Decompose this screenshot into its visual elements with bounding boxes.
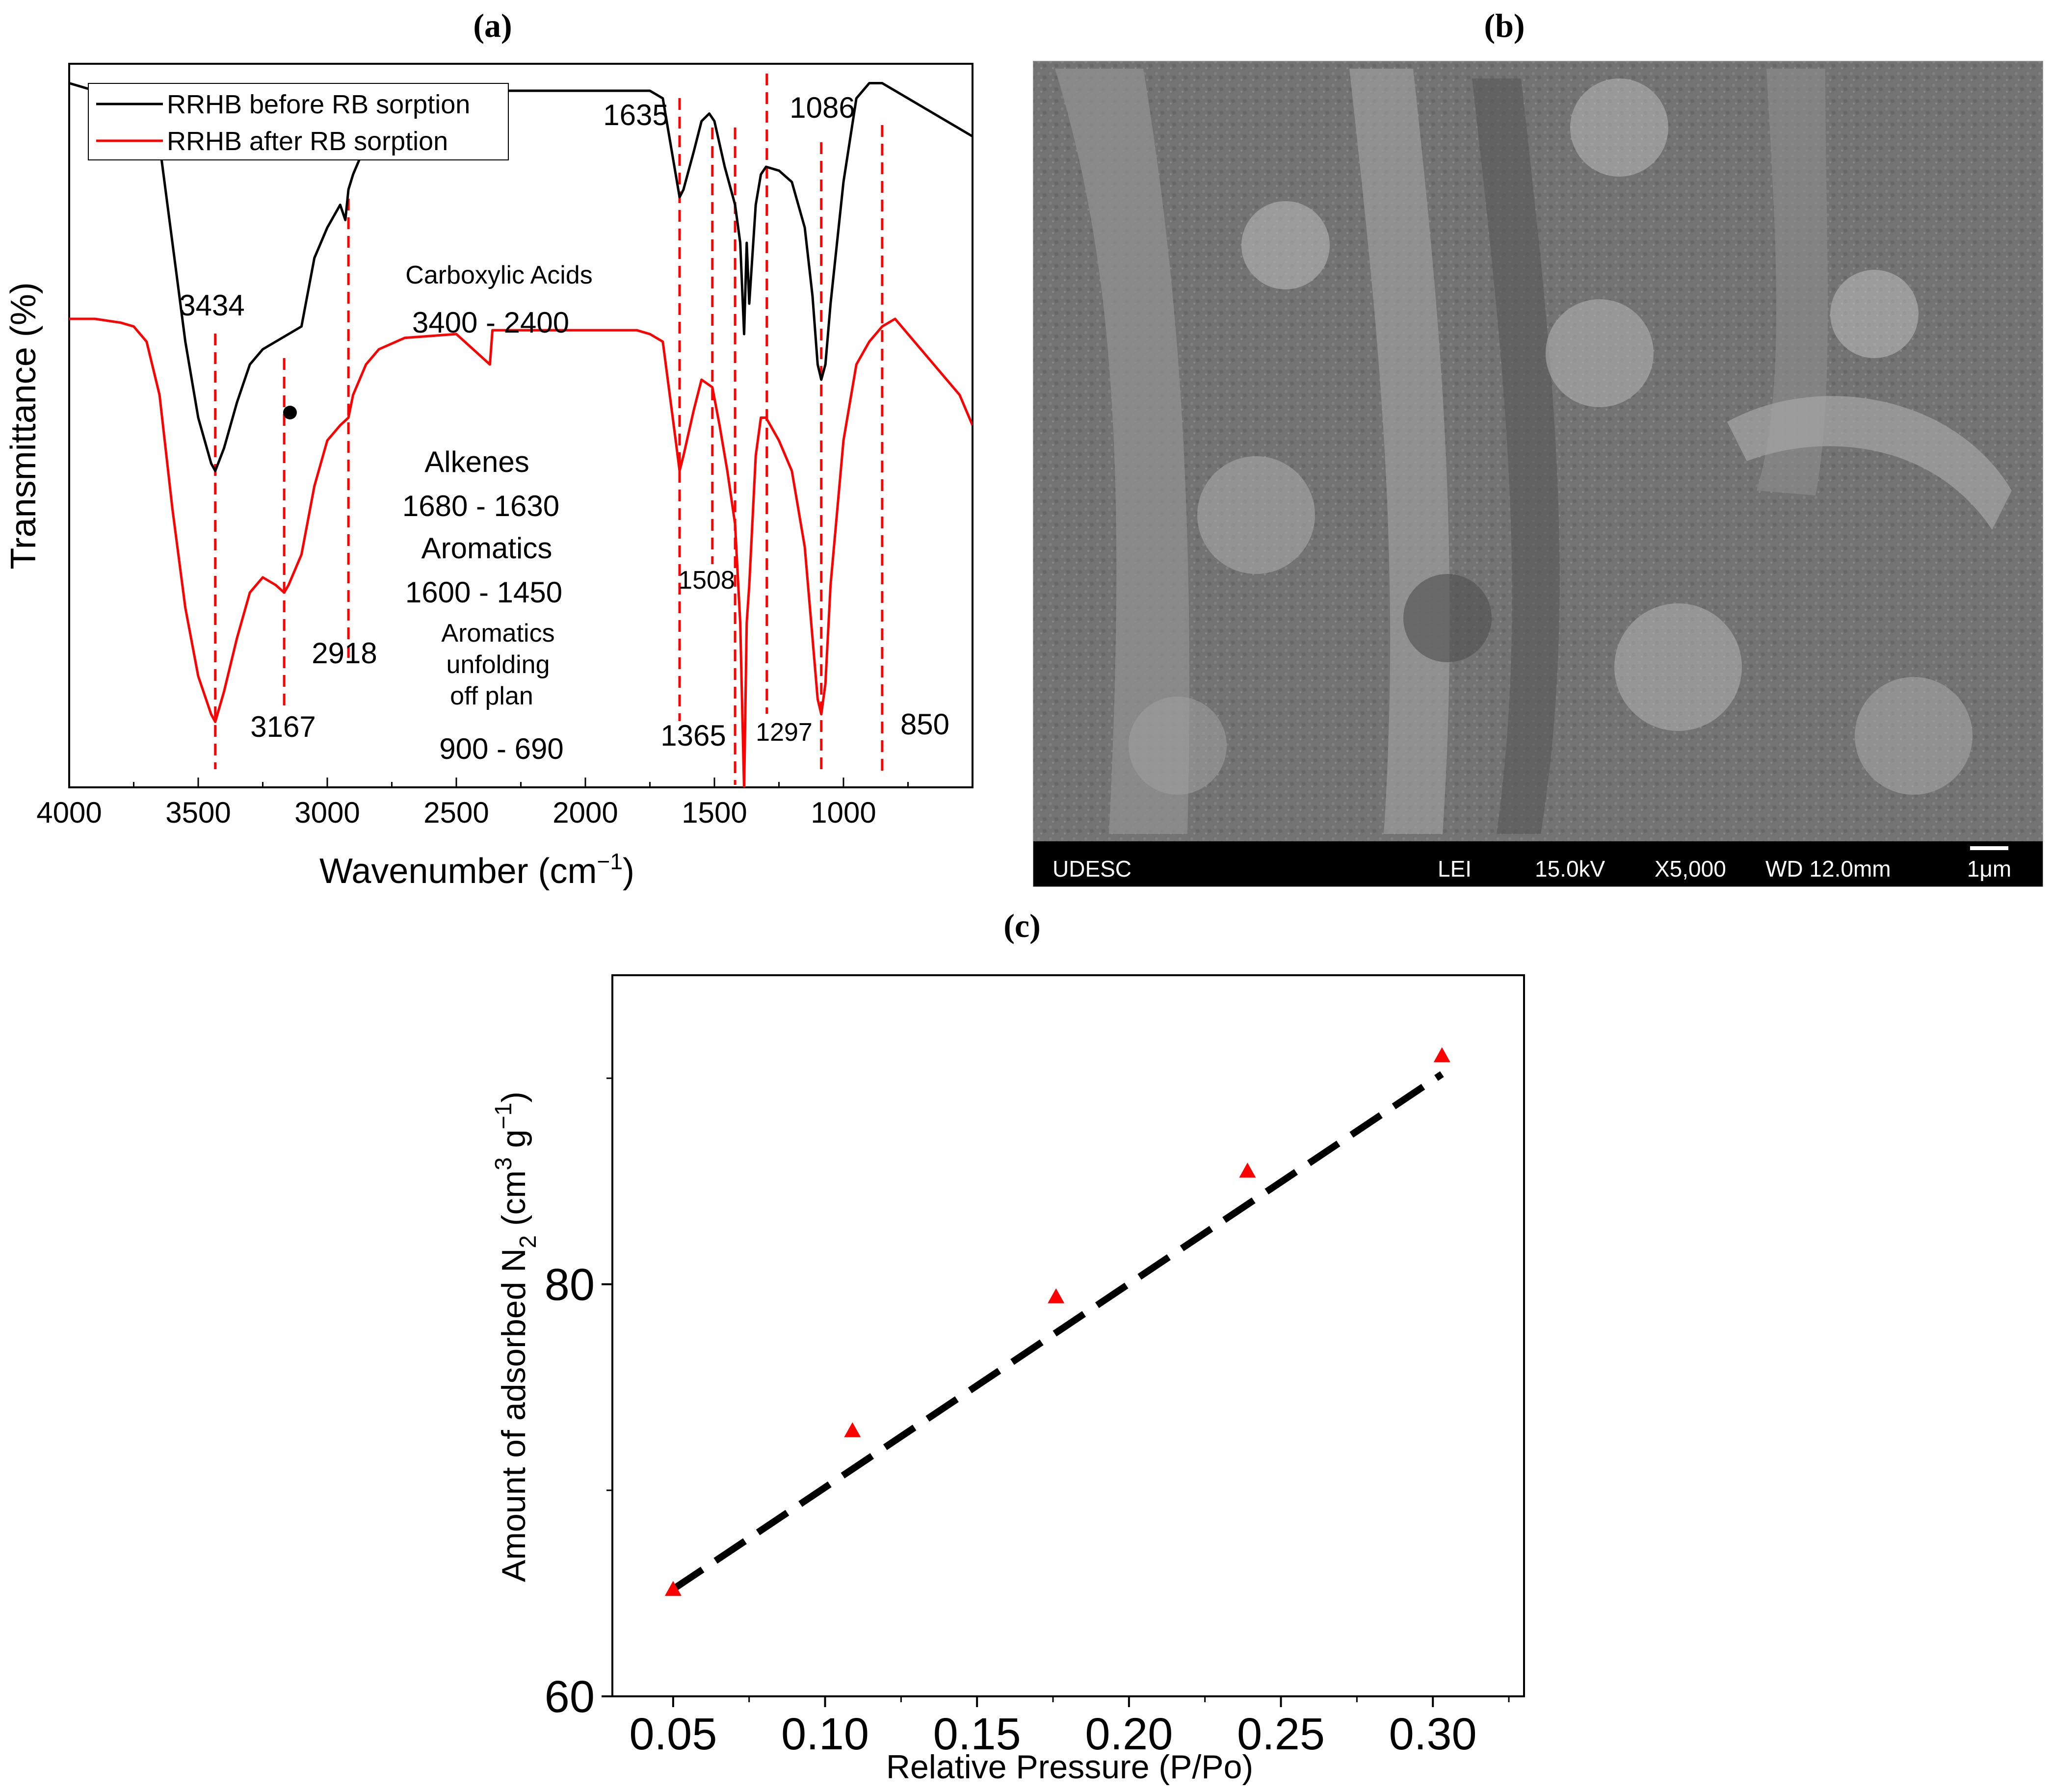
chart-a-x-tick-label: 4000 <box>36 796 102 829</box>
chart-c-x-axis-label: Relative Pressure (P/Po) <box>886 1748 1253 1786</box>
data-point <box>844 1422 861 1437</box>
y-label-unit: (cm <box>495 1170 532 1235</box>
chart-c-frame <box>611 974 1525 1697</box>
peak-label-850: 850 <box>900 708 949 741</box>
legend-label-after: RRHB after RB sorption <box>167 127 448 156</box>
chart-c-x-tick-label: 0.20 <box>1085 1709 1173 1759</box>
chart-c-x-tick-label: 0.05 <box>629 1709 717 1759</box>
legend-box <box>88 83 509 160</box>
chart-a-y-axis-label: Transmittance (%) <box>4 282 43 569</box>
sem-scale-label: 1μm <box>1967 856 2011 882</box>
annotation-aromatics-range: 1600 - 1450 <box>405 576 562 609</box>
sem-mode: LEI <box>1438 856 1472 882</box>
y-label-end: ) <box>495 1091 532 1103</box>
chart-a-x-tick-label: 3000 <box>294 796 360 829</box>
y-label-sub: 2 <box>515 1235 541 1248</box>
annotation-alkenes-range: 1680 - 1630 <box>402 490 559 522</box>
chart-c-ticks: 0.05 0.10 0.15 0.20 0.25 0.30 60 80 <box>545 1077 1510 1759</box>
chart-a-x-axis-label: Wavenumber (cm−1) <box>319 849 634 891</box>
sem-scale-bar <box>1970 846 2008 850</box>
x-label-main: Wavenumber (cm <box>319 852 597 891</box>
chart-a-x-ticks: 4000 3500 3000 2500 2000 1500 1000 <box>36 778 909 829</box>
panel-a-label: (a) <box>473 7 512 44</box>
chart-c-fit-line <box>671 1071 1444 1592</box>
fit-line <box>671 1071 1444 1592</box>
annotation-alkenes: Alkenes <box>424 445 529 478</box>
peak-label-3167: 3167 <box>250 710 316 743</box>
annotation-oop-range: 900 - 690 <box>439 732 564 765</box>
chart-c-points <box>664 1047 1450 1596</box>
annotation-carboxylic: Carboxylic Acids <box>405 261 592 289</box>
peak-label-2918: 2918 <box>312 637 377 670</box>
chart-a-x-tick-label: 3500 <box>165 796 231 829</box>
chart-c-x-tick-label: 0.30 <box>1389 1709 1477 1759</box>
peak-label-1365: 1365 <box>660 719 726 752</box>
chart-a-series <box>69 82 973 787</box>
y-label-sup2: −1 <box>491 1103 517 1130</box>
chart-c-y-tick-label: 60 <box>545 1672 595 1722</box>
peak-label-3434: 3434 <box>179 289 244 322</box>
marker-dot <box>283 406 297 419</box>
series-line-after <box>69 317 973 787</box>
data-point <box>1239 1163 1256 1178</box>
y-label-mid: g <box>495 1129 532 1157</box>
sem-working-distance: WD 12.0mm <box>1765 856 1891 882</box>
x-label-end: ) <box>623 852 634 891</box>
chart-a-legend: RRHB before RB sorption RRHB after RB so… <box>88 83 509 160</box>
x-label-sup: −1 <box>597 849 623 874</box>
sem-texture <box>1033 61 2043 886</box>
peak-label-1086: 1086 <box>789 91 855 124</box>
chart-c-y-axis-label: Amount of adsorbed N2 (cm3 g−1) <box>491 1091 541 1582</box>
chart-c-x-tick-label: 0.10 <box>781 1709 869 1759</box>
annotation-aromatics: Aromatics <box>421 532 552 565</box>
peak-label-1297: 1297 <box>756 718 813 747</box>
y-label-main: Amount of adsorbed N <box>495 1248 532 1582</box>
panel-c-label: (c) <box>1003 907 1040 944</box>
data-point <box>1048 1288 1065 1303</box>
peak-label-1635: 1635 <box>603 99 668 131</box>
chart-c-y-tick-label: 80 <box>545 1260 595 1310</box>
annotation-oop-line1: Aromatics <box>441 619 554 648</box>
chart-a-peak-lines <box>214 74 884 785</box>
annotation-carboxylic-range: 3400 - 2400 <box>412 306 569 339</box>
chart-a-x-tick-label: 2000 <box>552 796 618 829</box>
data-point <box>664 1581 682 1596</box>
sem-info-bar <box>1033 841 2043 886</box>
chart-a-x-tick-label: 2500 <box>423 796 489 829</box>
peak-label-1508: 1508 <box>678 566 735 595</box>
series-line-before <box>69 82 973 472</box>
panel-b-label: (b) <box>1484 7 1525 44</box>
data-point <box>1433 1047 1450 1063</box>
sem-institution: UDESC <box>1052 856 1131 882</box>
y-label-sup1: 3 <box>491 1157 517 1170</box>
chart-c-x-tick-label: 0.25 <box>1237 1709 1325 1759</box>
legend-label-before: RRHB before RB sorption <box>167 90 470 119</box>
chart-c-x-tick-label: 0.15 <box>933 1709 1021 1759</box>
annotation-oop-line3: off plan <box>450 682 533 710</box>
sem-voltage: 15.0kV <box>1535 856 1605 882</box>
chart-a-x-tick-label: 1500 <box>682 796 747 829</box>
sem-image: UDESC LEI 15.0kV X5,000 WD 12.0mm 1μm <box>1033 61 2043 887</box>
annotation-oop-line2: unfolding <box>446 650 550 679</box>
chart-a-x-tick-label: 1000 <box>811 796 876 829</box>
sem-magnification: X5,000 <box>1655 856 1726 882</box>
